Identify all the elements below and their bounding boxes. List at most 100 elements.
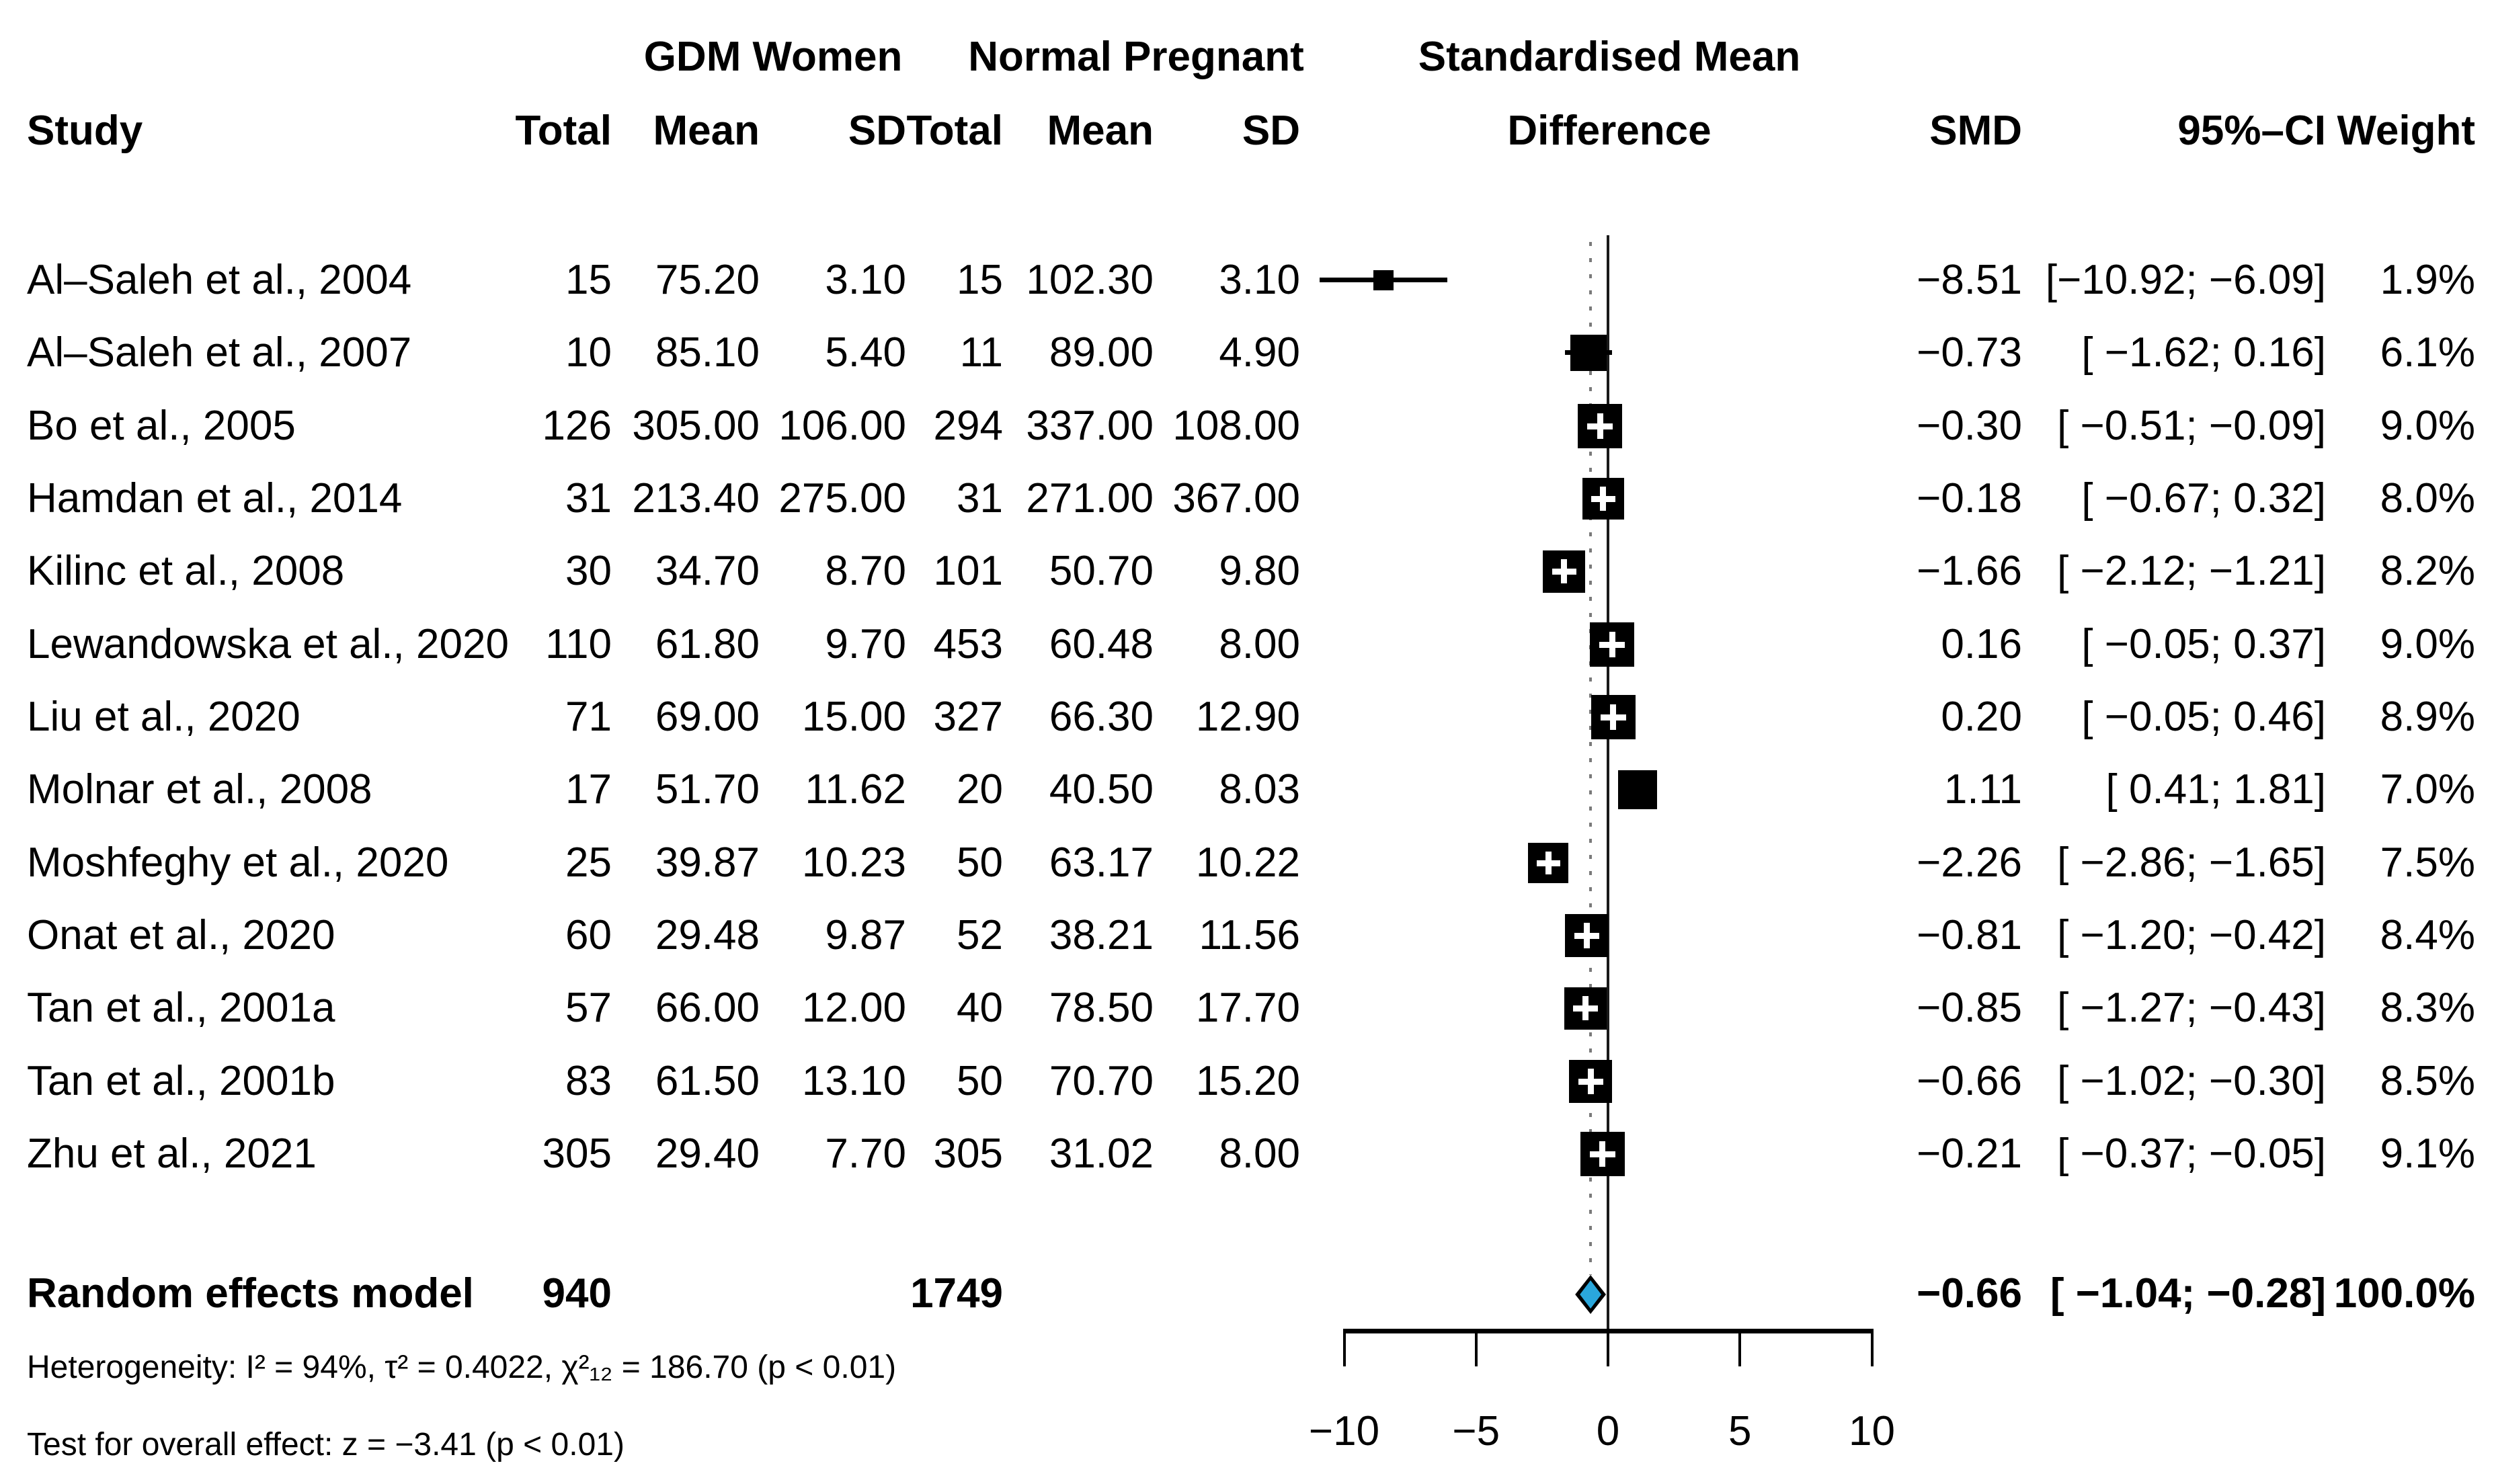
np-mean-value: 31.02 bbox=[1049, 1130, 1154, 1177]
column-header-np-total: Total bbox=[906, 108, 1004, 154]
table-row: Liu et al., 2020 71 69.00 15.00 327 66.3… bbox=[0, 681, 2494, 753]
gdm-mean-value: 69.00 bbox=[655, 694, 760, 740]
np-sd-value: 17.70 bbox=[1195, 985, 1300, 1031]
np-sd-value: 10.22 bbox=[1195, 839, 1300, 886]
ci-value: [−10.92; −6.09] bbox=[2045, 257, 2326, 303]
np-total-value: 453 bbox=[933, 621, 1003, 667]
np-sd-value: 8.00 bbox=[1219, 1130, 1300, 1177]
smd-value: −0.30 bbox=[1917, 403, 2022, 449]
np-sd-value: 11.56 bbox=[1199, 912, 1300, 958]
column-header-weight: Weight bbox=[2337, 108, 2476, 154]
summary-ci-value: [ −1.04; −0.28] bbox=[2050, 1270, 2326, 1317]
study-label: Kilinc et al., 2008 bbox=[27, 548, 345, 594]
study-label: Lewandowska et al., 2020 bbox=[27, 621, 509, 667]
weight-value: 7.5% bbox=[2380, 839, 2475, 886]
weight-value: 9.1% bbox=[2380, 1130, 2475, 1177]
gdm-sd-value: 106.00 bbox=[778, 403, 906, 449]
np-mean-value: 70.70 bbox=[1049, 1058, 1154, 1104]
np-mean-value: 78.50 bbox=[1049, 985, 1154, 1031]
gdm-mean-value: 213.40 bbox=[632, 475, 760, 522]
summary-weight-value: 100.0% bbox=[2333, 1270, 2475, 1317]
column-header-ci: 95%–CI bbox=[2177, 108, 2326, 154]
summary-label: Random effects model bbox=[27, 1270, 474, 1317]
smd-value: −0.73 bbox=[1917, 329, 2022, 376]
axis-tick-label: 5 bbox=[1728, 1408, 1752, 1454]
weight-value: 8.5% bbox=[2380, 1058, 2475, 1104]
gdm-mean-value: 51.70 bbox=[655, 766, 760, 813]
np-sd-value: 108.00 bbox=[1172, 403, 1300, 449]
summary-smd-value: −0.66 bbox=[1917, 1270, 2022, 1317]
effect-square bbox=[1617, 770, 1657, 809]
np-mean-value: 50.70 bbox=[1049, 548, 1154, 594]
gdm-total-value: 305 bbox=[542, 1130, 612, 1177]
np-mean-value: 38.21 bbox=[1049, 912, 1154, 958]
study-label: Molnar et al., 2008 bbox=[27, 766, 372, 813]
np-total-value: 52 bbox=[957, 912, 1003, 958]
gdm-mean-value: 29.40 bbox=[655, 1130, 760, 1177]
effect-square bbox=[1543, 550, 1586, 593]
study-label: Tan et al., 2001a bbox=[27, 985, 335, 1031]
gdm-sd-value: 11.62 bbox=[805, 766, 906, 813]
gdm-sd-value: 5.40 bbox=[825, 329, 906, 376]
ci-value: [ −1.20; −0.42] bbox=[2057, 912, 2326, 958]
gdm-mean-value: 39.87 bbox=[655, 839, 760, 886]
study-label: Onat et al., 2020 bbox=[27, 912, 335, 958]
overall-effect-note: Test for overall effect: z = −3.41 (p < … bbox=[27, 1427, 625, 1462]
gdm-sd-value: 8.70 bbox=[825, 548, 906, 594]
study-label: Zhu et al., 2021 bbox=[27, 1130, 317, 1177]
effect-square bbox=[1565, 914, 1609, 957]
gdm-total-value: 31 bbox=[565, 475, 612, 522]
header-column-row: Study Total Mean SD Total Mean SD Differ… bbox=[0, 97, 2494, 165]
heterogeneity-note: Heterogeneity: I² = 94%, τ² = 0.4022, χ²… bbox=[27, 1350, 897, 1385]
axis-tick-label: 10 bbox=[1849, 1408, 1895, 1454]
np-total-value: 20 bbox=[957, 766, 1003, 813]
gdm-total-value: 17 bbox=[565, 766, 612, 813]
study-label: Hamdan et al., 2014 bbox=[27, 475, 403, 522]
ci-value: [ −1.02; −0.30] bbox=[2057, 1058, 2326, 1104]
effect-header-line1: Standardised Mean bbox=[1418, 34, 1801, 80]
gdm-mean-value: 61.80 bbox=[655, 621, 760, 667]
axis-tick bbox=[1474, 1329, 1478, 1366]
smd-value: 1.11 bbox=[1943, 766, 2022, 813]
table-row: Moshfeghy et al., 2020 25 39.87 10.23 50… bbox=[0, 827, 2494, 899]
study-label: Liu et al., 2020 bbox=[27, 694, 300, 740]
weight-value: 8.0% bbox=[2380, 475, 2475, 522]
np-mean-value: 63.17 bbox=[1049, 839, 1154, 886]
gdm-total-value: 30 bbox=[565, 548, 612, 594]
gdm-mean-value: 305.00 bbox=[632, 403, 760, 449]
gdm-sd-value: 12.00 bbox=[801, 985, 906, 1031]
gdm-mean-value: 29.48 bbox=[655, 912, 760, 958]
gdm-mean-value: 34.70 bbox=[655, 548, 760, 594]
np-total-value: 101 bbox=[933, 548, 1003, 594]
gdm-total-value: 60 bbox=[565, 912, 612, 958]
column-header-gdm-total: Total bbox=[515, 108, 612, 154]
pooled-effect-dotted-line bbox=[1589, 242, 1593, 1275]
np-mean-value: 66.30 bbox=[1049, 694, 1154, 740]
np-mean-value: 337.00 bbox=[1026, 403, 1154, 449]
gdm-total-value: 57 bbox=[565, 985, 612, 1031]
smd-value: −0.66 bbox=[1917, 1058, 2022, 1104]
weight-value: 8.9% bbox=[2380, 694, 2475, 740]
table-row: Hamdan et al., 2014 31 213.40 275.00 31 … bbox=[0, 462, 2494, 535]
gdm-total-value: 71 bbox=[565, 694, 612, 740]
effect-square bbox=[1582, 478, 1624, 520]
summary-row: Random effects model 940 1749 −0.66 [ −1… bbox=[0, 1258, 2494, 1330]
np-total-value: 327 bbox=[933, 694, 1003, 740]
gdm-sd-value: 9.70 bbox=[825, 621, 906, 667]
table-row: Tan et al., 2001a 57 66.00 12.00 40 78.5… bbox=[0, 972, 2494, 1044]
summary-np-total: 1749 bbox=[910, 1270, 1003, 1317]
ci-value: [ −0.37; −0.05] bbox=[2057, 1130, 2326, 1177]
ci-value: [ −0.67; 0.32] bbox=[2081, 475, 2326, 522]
np-sd-value: 4.90 bbox=[1219, 329, 1300, 376]
smd-value: −1.66 bbox=[1917, 548, 2022, 594]
np-total-value: 50 bbox=[957, 839, 1003, 886]
np-total-value: 31 bbox=[957, 475, 1003, 522]
np-mean-value: 89.00 bbox=[1049, 329, 1154, 376]
smd-value: −8.51 bbox=[1917, 257, 2022, 303]
np-total-value: 305 bbox=[933, 1130, 1003, 1177]
weight-value: 9.0% bbox=[2380, 403, 2475, 449]
table-row: Molnar et al., 2008 17 51.70 11.62 20 40… bbox=[0, 753, 2494, 826]
np-sd-value: 15.20 bbox=[1195, 1058, 1300, 1104]
table-row: Al–Saleh et al., 2007 10 85.10 5.40 11 8… bbox=[0, 317, 2494, 389]
